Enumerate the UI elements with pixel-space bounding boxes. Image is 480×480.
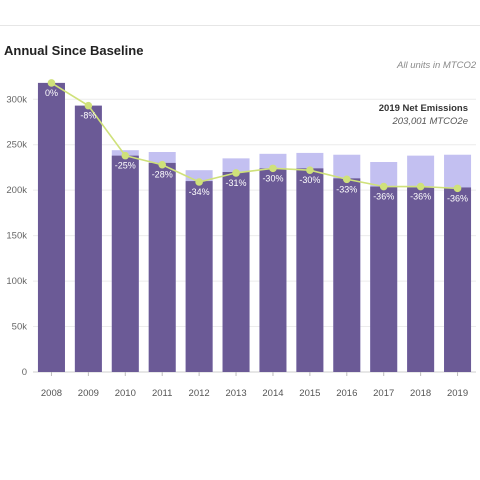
trend-point (269, 164, 277, 173)
y-tick-label: 0 (22, 367, 27, 378)
percent-label: -30% (262, 173, 283, 183)
percent-label: -36% (447, 193, 468, 203)
percent-label: -33% (336, 184, 357, 194)
x-tick-label: 2019 (447, 388, 468, 399)
top-divider (0, 25, 480, 26)
bar-net (407, 187, 435, 372)
x-tick-label: 2015 (299, 388, 320, 399)
bar-net (333, 178, 361, 372)
trend-point (47, 79, 56, 87)
net-emissions-title: 2019 Net Emissions (378, 103, 468, 114)
trend-point (306, 166, 314, 174)
bar-net (370, 186, 398, 372)
percent-label: -28% (152, 170, 173, 180)
trend-point (379, 182, 388, 191)
bar-net (296, 168, 324, 372)
x-tick-label: 2012 (189, 388, 210, 399)
bar-net (37, 82, 65, 372)
y-tick-label: 150k (6, 231, 27, 242)
trend-point (84, 101, 93, 110)
x-tick-label: 2009 (78, 388, 99, 399)
percent-label: 0% (45, 88, 58, 98)
bar-net (74, 105, 102, 373)
percent-label: -8% (80, 111, 96, 121)
x-tick-label: 2011 (152, 388, 172, 399)
bar-net (185, 181, 213, 372)
trend-point (195, 178, 203, 186)
percent-label: -30% (299, 175, 320, 185)
percent-label: -36% (410, 192, 431, 202)
percent-label: -36% (373, 192, 394, 202)
y-tick-label: 100k (6, 276, 27, 287)
x-tick-label: 2013 (225, 388, 246, 399)
trend-point (453, 184, 462, 193)
bar-net (222, 172, 250, 372)
trend-point (121, 151, 130, 160)
trend-line (51, 82, 458, 190)
x-tick-label: 2017 (373, 388, 394, 399)
bar-net (148, 162, 176, 372)
chart-title: Annual Since Baseline (4, 43, 144, 58)
trend-point (416, 182, 425, 191)
trend-point (158, 160, 167, 169)
net-emissions-value: 203,001 MTCO2e (392, 116, 468, 127)
trend-point (342, 175, 351, 184)
x-tick-label: 2008 (41, 388, 62, 399)
x-tick-label: 2010 (115, 388, 136, 399)
percent-label: -25% (115, 161, 136, 171)
trend-point (232, 169, 240, 177)
x-tick-label: 2018 (410, 388, 431, 399)
bar-net (444, 187, 472, 372)
bar-net (111, 155, 139, 372)
x-tick-label: 2016 (336, 388, 357, 399)
units-note: All units in MTCO2 (397, 60, 477, 71)
percent-label: -34% (189, 187, 210, 197)
percent-label: -31% (226, 178, 247, 188)
y-tick-label: 250k (6, 140, 27, 151)
x-tick-label: 2014 (262, 388, 283, 399)
y-tick-label: 50k (12, 322, 28, 333)
y-tick-label: 300k (6, 94, 27, 105)
y-tick-label: 200k (6, 185, 27, 196)
bar-net (259, 168, 287, 372)
